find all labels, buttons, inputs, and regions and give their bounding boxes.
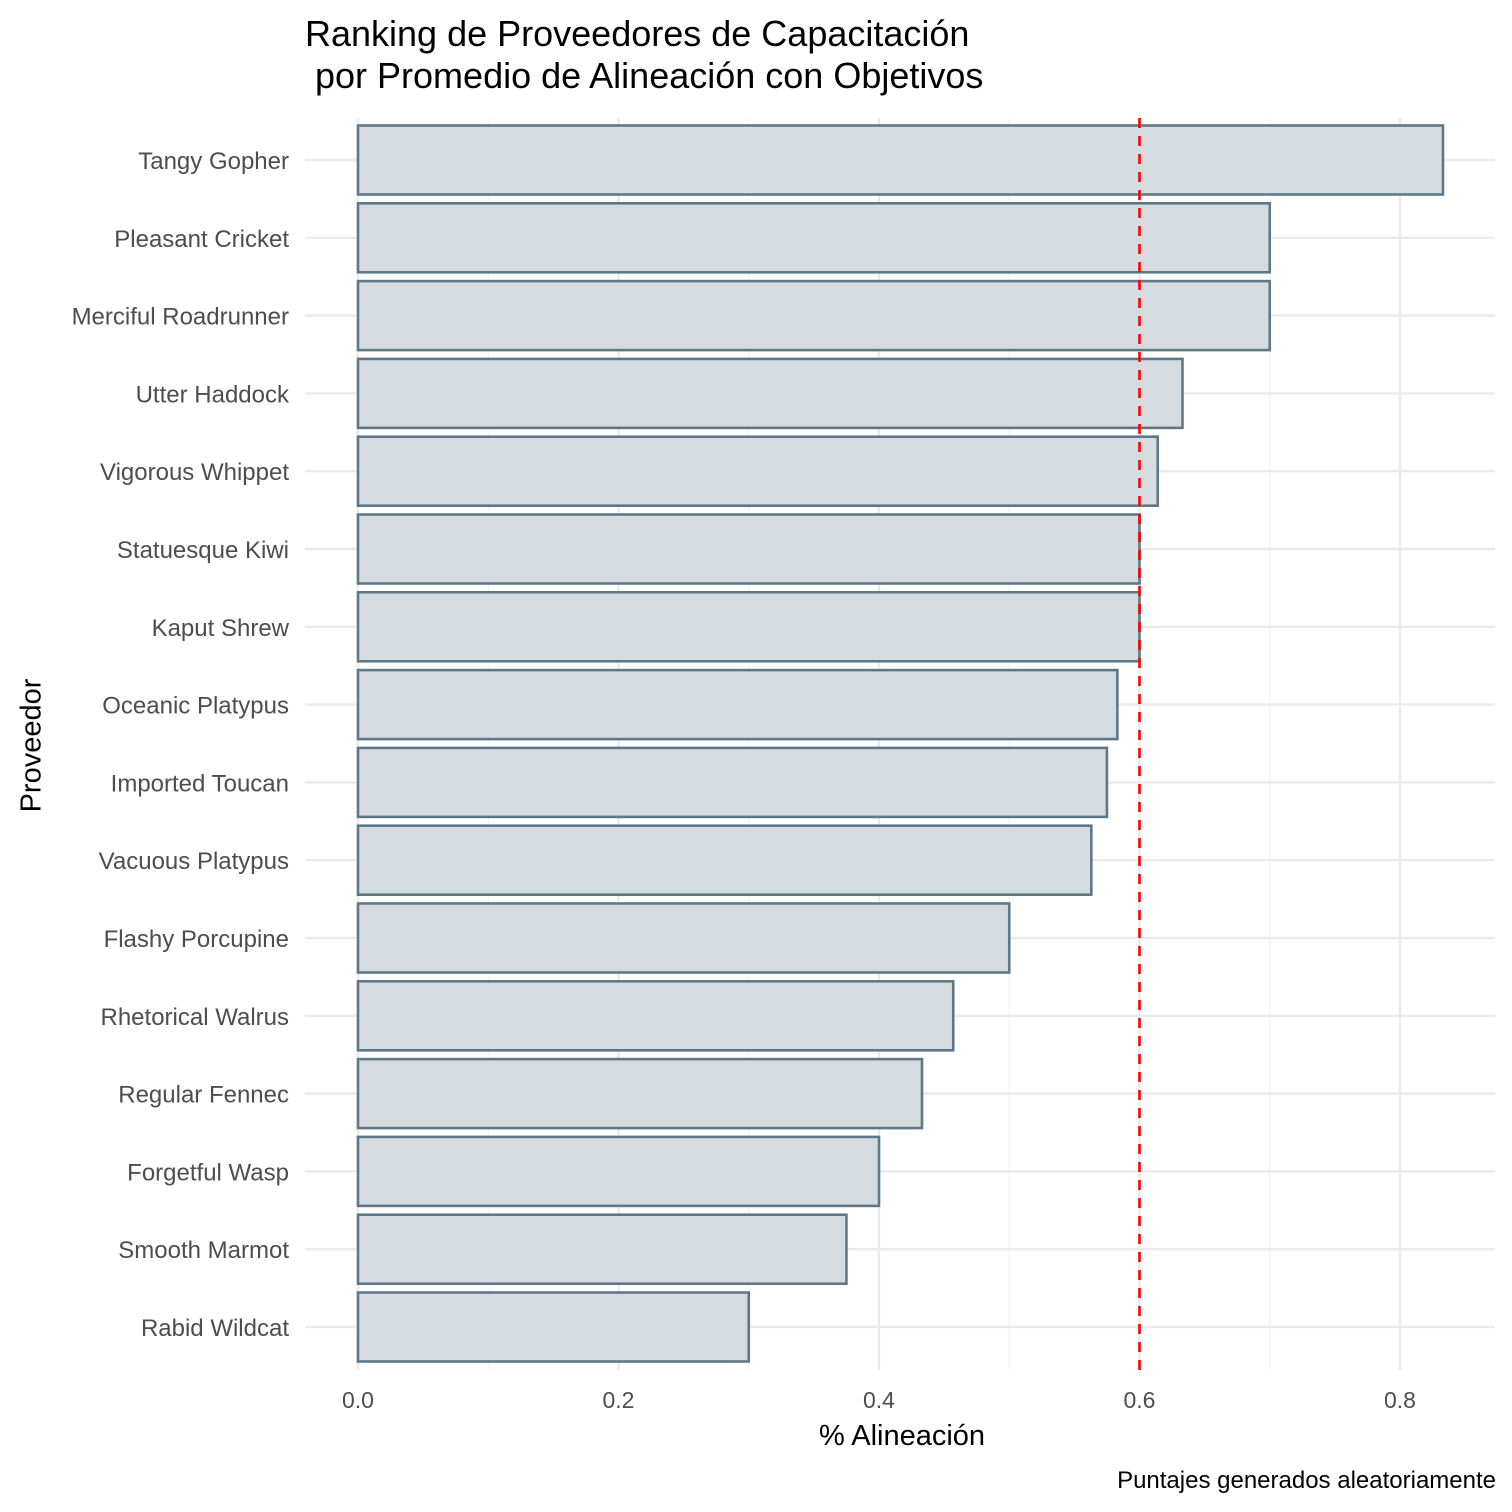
category-label: Flashy Porcupine <box>104 926 289 953</box>
x-tick-label: 0.8 <box>1384 1387 1416 1413</box>
y-axis-label: Proveedor <box>15 678 48 812</box>
category-label: Imported Toucan <box>111 770 289 797</box>
category-label: Rabid Wildcat <box>141 1315 289 1342</box>
x-tick-labels: 0.0 0.2 0.4 0.6 0.8 <box>342 1387 1416 1413</box>
bar <box>356 902 1011 974</box>
x-tick-label: 0.4 <box>863 1387 895 1413</box>
chart-caption: Puntajes generados aleatoriamente <box>1117 1467 1496 1494</box>
bar <box>356 435 1160 508</box>
category-label: Regular Fennec <box>118 1082 289 1109</box>
category-label: Rhetorical Walrus <box>101 1004 290 1031</box>
category-label: Vacuous Platypus <box>99 848 289 875</box>
x-tick-label: 0.6 <box>1124 1387 1156 1413</box>
bar <box>356 124 1445 196</box>
category-label: Vigorous Whippet <box>100 459 289 486</box>
category-label: Forgetful Wasp <box>127 1159 289 1186</box>
x-axis-label: % Alineación <box>819 1420 986 1452</box>
bar <box>356 590 1141 663</box>
category-label: Statuesque Kiwi <box>117 537 289 564</box>
category-label: Smooth Marmot <box>118 1237 289 1264</box>
bar <box>356 1291 751 1363</box>
bar <box>356 1213 848 1285</box>
category-label: Pleasant Cricket <box>114 226 289 253</box>
bar <box>356 979 955 1052</box>
bars <box>356 124 1445 1363</box>
bar <box>356 279 1272 352</box>
x-tick-label: 0.2 <box>603 1387 635 1413</box>
bar <box>356 202 1272 274</box>
category-label: Utter Haddock <box>136 381 290 408</box>
bar <box>356 357 1184 430</box>
category-label: Tangy Gopher <box>138 148 289 175</box>
bar <box>356 513 1141 585</box>
bar <box>356 746 1109 819</box>
bar <box>356 1057 924 1130</box>
category-label: Merciful Roadrunner <box>72 304 289 331</box>
bar <box>356 668 1119 741</box>
category-label: Kaput Shrew <box>152 615 290 642</box>
chart-title-line-1: Ranking de Proveedores de Capacitación <box>305 13 970 54</box>
bar <box>356 824 1093 897</box>
x-tick-label: 0.0 <box>342 1387 374 1413</box>
category-labels: Tangy Gopher Pleasant Cricket Merciful Roa… <box>72 148 290 1342</box>
chart-title-line-2: por Promedio de Alineación con Objetivos <box>305 55 984 96</box>
bar <box>356 1135 881 1208</box>
category-label: Oceanic Platypus <box>102 693 289 720</box>
